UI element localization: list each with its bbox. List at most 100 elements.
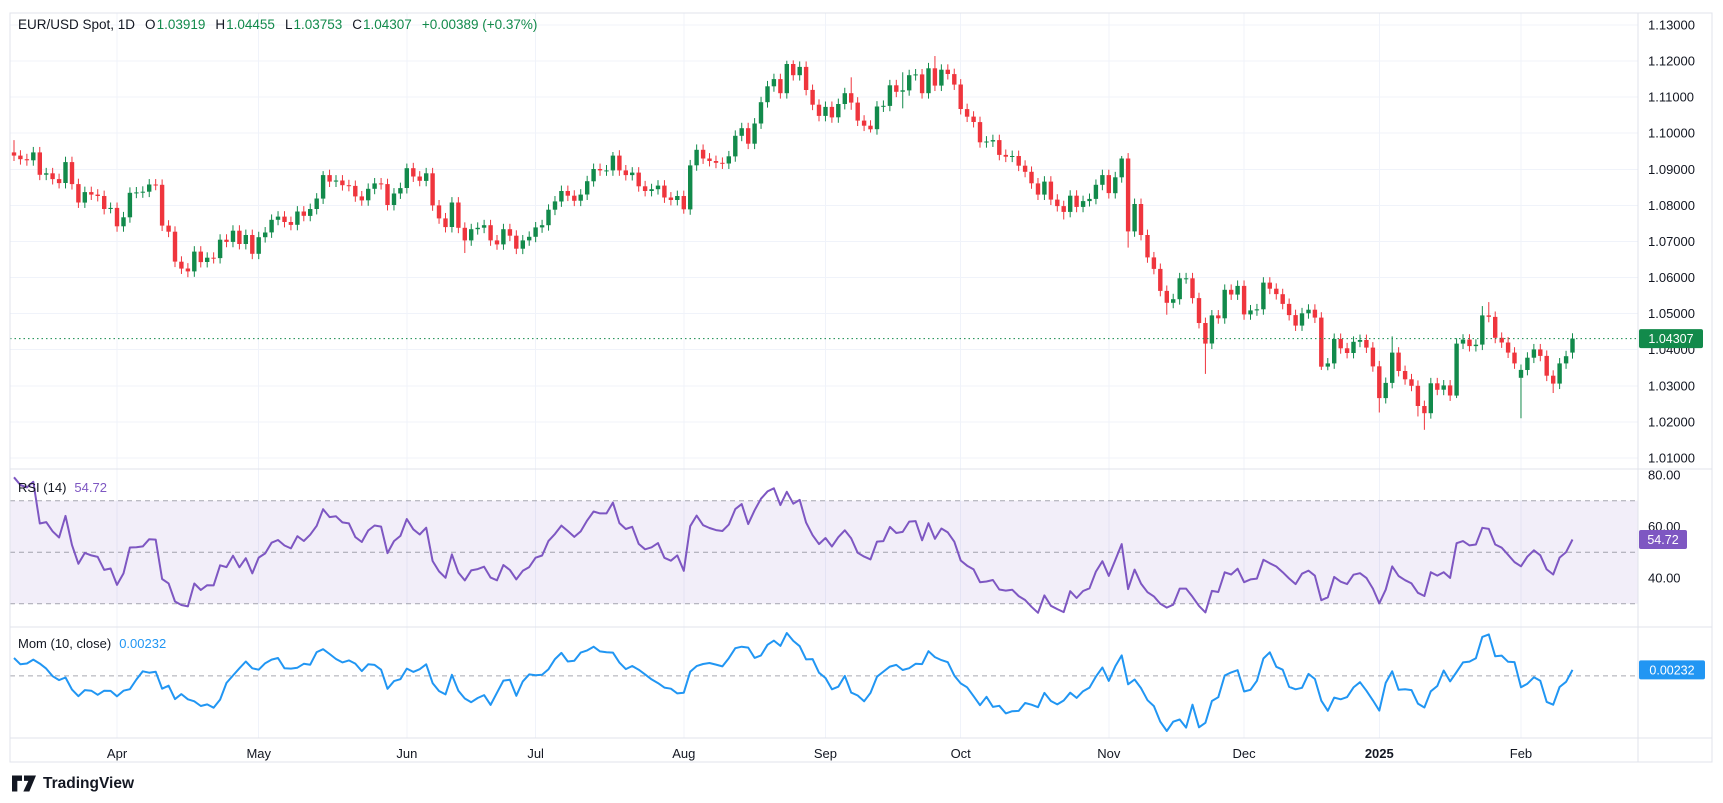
time-axis-label: Aug [672,746,695,761]
candle-body [1332,338,1337,364]
candle-body [205,257,210,262]
candle-body [1274,288,1279,295]
candle-body [1480,315,1485,345]
candle-body [1467,339,1472,347]
candle-body [1048,181,1054,200]
chart-border [9,12,1713,763]
candle-body [520,240,525,249]
candle-body [462,227,467,241]
candle-body [984,141,989,143]
candle-body [572,195,577,201]
candle-body [127,192,133,218]
candle-body [121,217,126,227]
candle-body [926,68,931,94]
candle-body [1267,282,1272,289]
candle-body [1100,175,1105,185]
time-axis-label: Apr [107,746,128,761]
candle-body [398,188,403,194]
candle-body [623,170,628,176]
candle-body [501,229,506,245]
candle-body [585,181,590,195]
price-tick-label: 1.10000 [1648,126,1695,141]
candle-body [76,184,81,203]
price-tick-label: 1.06000 [1648,270,1695,285]
tradingview-attribution-link[interactable]: TradingView [12,774,134,793]
rsi-value-badge: 54.72 [1639,530,1687,549]
candle-body [1428,383,1433,414]
price-tick-label: 1.03000 [1648,378,1695,393]
candle-body [907,75,912,91]
candle-body [89,192,94,195]
last-price-badge-bg [1639,329,1703,349]
candle-body [1138,204,1144,235]
time-axis-label: Dec [1232,746,1256,761]
candle-body [1383,382,1388,399]
candle-body [192,251,197,272]
candle-body [1441,385,1446,390]
price-tick-label: 1.02000 [1648,414,1695,429]
price-tick-label: 1.08000 [1648,198,1695,213]
candle-body [134,192,139,194]
candle-body [436,205,442,219]
candle-body [1203,323,1208,344]
price-tick-label: 1.12000 [1648,54,1695,69]
candle-body [404,168,409,188]
candle-body [1396,352,1401,371]
candle-body [597,169,603,171]
candle-body [1286,303,1292,316]
price-gridlines [10,24,1638,459]
candle-body [900,90,905,92]
candle-body [842,93,847,104]
candle-body [69,162,75,185]
chart-legend: EUR/USD Spot, 1D O 1.03919 H 1.04455 L 1.03… [18,18,537,32]
candle-body [1145,235,1150,258]
candle-body [636,172,641,187]
candle-body [746,128,751,144]
candle-body [778,79,783,94]
candle-body [1563,356,1569,364]
candle-body [288,222,294,225]
candle-body [359,196,364,201]
time-axis-label: Nov [1097,746,1121,761]
candle-body [617,155,622,171]
high-label: H [215,17,226,32]
rsi-legend: RSI (14) 54.72 [18,481,107,494]
candle-body [56,179,62,184]
candle-body [1222,289,1227,319]
candle-body [881,105,886,107]
candle-body [559,191,564,202]
candle-body [823,106,828,116]
candle-body [765,86,770,103]
candle-body [1293,315,1298,326]
price-tick-label: 1.01000 [1648,450,1695,465]
candle-body [475,227,480,230]
candle-body [913,74,918,76]
candle-body [836,104,841,118]
close-value: 1.04307 [363,17,412,32]
candle-body [108,207,113,209]
candle-body [1473,344,1479,347]
candle-body [1319,317,1324,367]
price-axis-labels: 1.13000 1.12000 1.11000 1.10000 1.09000 1.080… [1648,18,1695,466]
candle-body [552,201,558,210]
candle-body [243,235,248,244]
candle-body [1551,375,1556,384]
candle-body [391,193,397,205]
candle-body [308,209,313,216]
last-price-badge: 1.04307 [1639,329,1703,349]
candle-body [533,227,538,237]
candle-body [1171,299,1176,303]
candle-body [829,106,835,118]
candle-body [655,185,661,190]
candle-body [861,120,867,126]
candle-body [565,191,570,196]
rsi-line [13,476,1574,614]
candle-body [507,229,513,236]
price-tick-label: 1.13000 [1648,18,1695,33]
candle-body [372,183,377,189]
candle-body [610,155,616,171]
candle-body [1055,199,1060,207]
candle-body [816,104,822,116]
candle-body [1402,371,1408,380]
